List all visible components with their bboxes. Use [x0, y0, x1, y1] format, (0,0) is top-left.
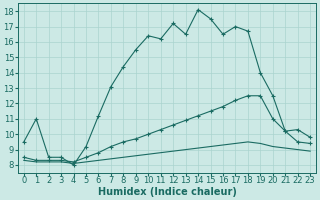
X-axis label: Humidex (Indice chaleur): Humidex (Indice chaleur) [98, 187, 236, 197]
